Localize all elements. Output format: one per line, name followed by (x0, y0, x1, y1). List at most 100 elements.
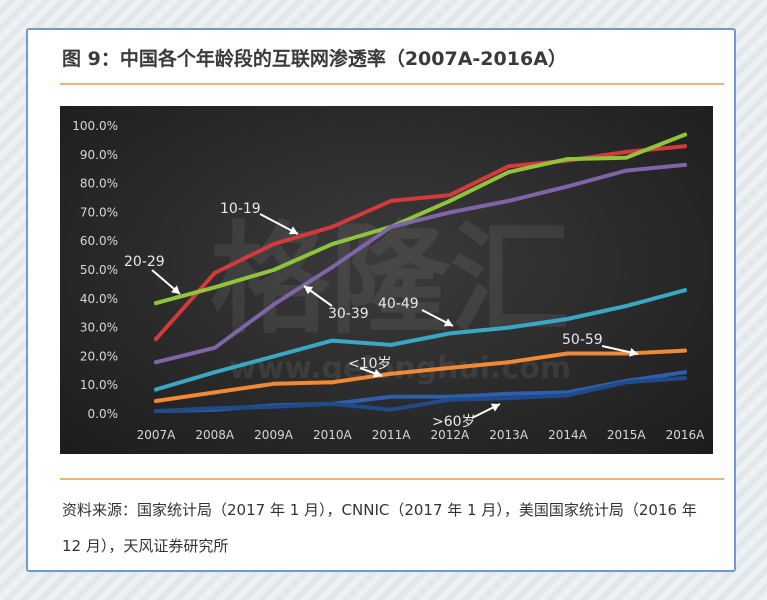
data-point (624, 155, 629, 160)
data-point (330, 242, 335, 247)
x-tick-label: 2016A (666, 428, 706, 442)
series-line->60岁 (154, 376, 687, 414)
data-point (271, 381, 276, 386)
data-point (212, 390, 217, 395)
annotation-label: 10-19 (220, 201, 261, 217)
data-point (506, 170, 511, 175)
annotation-arrow-head (490, 403, 500, 412)
annotation-arrow-head (372, 369, 382, 378)
series-line-30-39 (154, 162, 687, 365)
data-point (683, 288, 687, 293)
data-point (565, 316, 570, 321)
source-note: 资料来源：国家统计局（2017 年 1 月），CNNIC（2017 年 1 月）… (62, 501, 697, 555)
data-point (212, 370, 217, 375)
x-tick-label: 2014A (548, 428, 588, 442)
x-tick-label: 2010A (313, 428, 353, 442)
data-point (506, 391, 511, 396)
data-point (389, 224, 394, 229)
x-tick-label: 2013A (489, 428, 529, 442)
data-point (330, 224, 335, 229)
data-point (154, 360, 158, 365)
data-point (506, 360, 511, 365)
data-point (212, 406, 217, 411)
annotation-arrow-head (443, 318, 453, 327)
data-point (212, 270, 217, 275)
data-point (624, 149, 629, 154)
data-point (447, 193, 452, 198)
annotation-label: 30-39 (328, 306, 369, 322)
title-divider (60, 83, 724, 85)
data-point (506, 396, 511, 401)
data-point (212, 345, 217, 350)
data-point (447, 210, 452, 215)
series-line-50-59 (154, 348, 687, 403)
data-point (565, 184, 570, 189)
data-point (154, 409, 158, 414)
x-tick-label: 2009A (254, 428, 294, 442)
watermark-logo: 格隆汇 (210, 211, 570, 350)
source-divider (60, 478, 724, 480)
annotation-arrow-head (304, 286, 314, 295)
data-point (271, 242, 276, 247)
data-point (271, 354, 276, 359)
data-point (389, 394, 394, 399)
data-point (447, 365, 452, 370)
data-point (271, 302, 276, 307)
annotation-arrow-head (288, 226, 298, 235)
y-tick-label: 70.0% (80, 205, 118, 219)
y-tick-label: 0.0% (88, 407, 119, 421)
data-point (271, 268, 276, 272)
data-point (624, 380, 629, 385)
data-point (447, 397, 452, 402)
y-tick-label: 60.0% (80, 234, 118, 248)
annotation-label: 20-29 (124, 254, 165, 270)
x-tick-label: 2007A (137, 428, 177, 442)
data-point (624, 304, 629, 308)
data-point (683, 132, 687, 137)
figure-card: 图 9：中国各个年龄段的互联网渗透率（2007A-2016A） 格隆汇 www.g… (26, 28, 736, 572)
data-point (389, 198, 394, 203)
y-tick-label: 100.0% (72, 119, 118, 133)
figure-title: 图 9：中国各个年龄段的互联网渗透率（2007A-2016A） (62, 48, 567, 70)
x-tick-label: 2008A (195, 428, 235, 442)
annotation-label: 40-49 (378, 296, 419, 312)
data-point (447, 198, 452, 203)
data-point (271, 404, 276, 409)
data-point (506, 325, 511, 330)
data-point (624, 168, 629, 173)
annotation-arrow-head (171, 285, 180, 294)
data-point (389, 407, 394, 412)
data-point (565, 351, 570, 356)
annotation-label: >60岁 (432, 414, 476, 430)
series-line-20-29 (154, 132, 687, 306)
annotation-label: 50-59 (562, 332, 603, 348)
data-point (506, 164, 511, 169)
y-tick-label: 50.0% (80, 263, 118, 277)
x-tick-label: 2012A (431, 428, 471, 442)
data-point (212, 285, 217, 290)
data-point (683, 370, 687, 375)
data-point (683, 162, 687, 167)
data-point (683, 348, 687, 353)
y-tick-label: 40.0% (80, 292, 118, 306)
series-line-10-19 (154, 144, 687, 342)
x-tick-label: 2011A (372, 428, 412, 442)
data-point (683, 144, 687, 149)
data-point (154, 399, 158, 404)
y-tick-label: 90.0% (80, 148, 118, 162)
y-tick-label: 30.0% (80, 321, 118, 335)
data-point (447, 331, 452, 336)
data-point (683, 376, 687, 380)
watermark-url: www.gelonghui.com (229, 351, 571, 386)
y-tick-label: 20.0% (80, 349, 118, 363)
x-tick-label: 2015A (607, 428, 647, 442)
annotation-arrow-head (629, 347, 638, 357)
data-point (154, 387, 158, 392)
y-tick-label: 80.0% (80, 177, 118, 191)
annotation-label: <10岁 (348, 356, 392, 372)
data-point (389, 342, 394, 347)
data-point (389, 371, 394, 376)
series-line-40-49 (154, 288, 687, 392)
data-point (330, 380, 335, 385)
